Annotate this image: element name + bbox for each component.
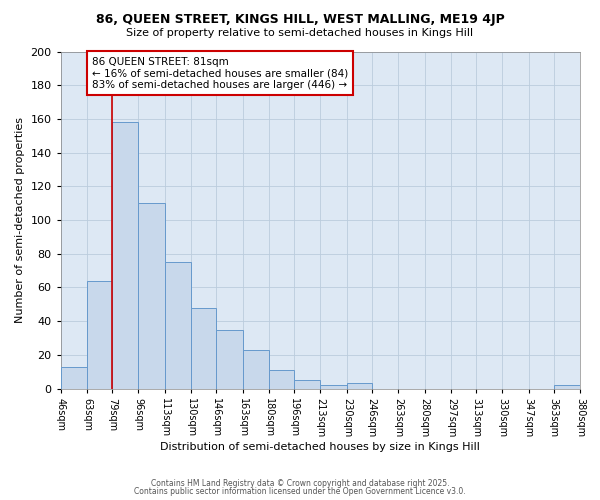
Bar: [554, 385, 580, 388]
Bar: [320, 385, 347, 388]
Bar: [165, 262, 191, 388]
Bar: [112, 122, 139, 388]
Text: 86 QUEEN STREET: 81sqm
← 16% of semi-detached houses are smaller (84)
83% of sem: 86 QUEEN STREET: 81sqm ← 16% of semi-det…: [92, 56, 348, 90]
Text: Contains HM Land Registry data © Crown copyright and database right 2025.: Contains HM Land Registry data © Crown c…: [151, 478, 449, 488]
Bar: [191, 308, 216, 388]
Bar: [87, 280, 112, 388]
Text: Contains public sector information licensed under the Open Government Licence v3: Contains public sector information licen…: [134, 487, 466, 496]
Text: Size of property relative to semi-detached houses in Kings Hill: Size of property relative to semi-detach…: [127, 28, 473, 38]
Bar: [347, 384, 371, 388]
Y-axis label: Number of semi-detached properties: Number of semi-detached properties: [15, 117, 25, 323]
Bar: [216, 330, 242, 388]
Bar: [294, 380, 320, 388]
Bar: [242, 350, 269, 389]
X-axis label: Distribution of semi-detached houses by size in Kings Hill: Distribution of semi-detached houses by …: [160, 442, 480, 452]
Bar: [139, 203, 165, 388]
Bar: [269, 370, 294, 388]
Bar: [61, 366, 87, 388]
Text: 86, QUEEN STREET, KINGS HILL, WEST MALLING, ME19 4JP: 86, QUEEN STREET, KINGS HILL, WEST MALLI…: [95, 12, 505, 26]
